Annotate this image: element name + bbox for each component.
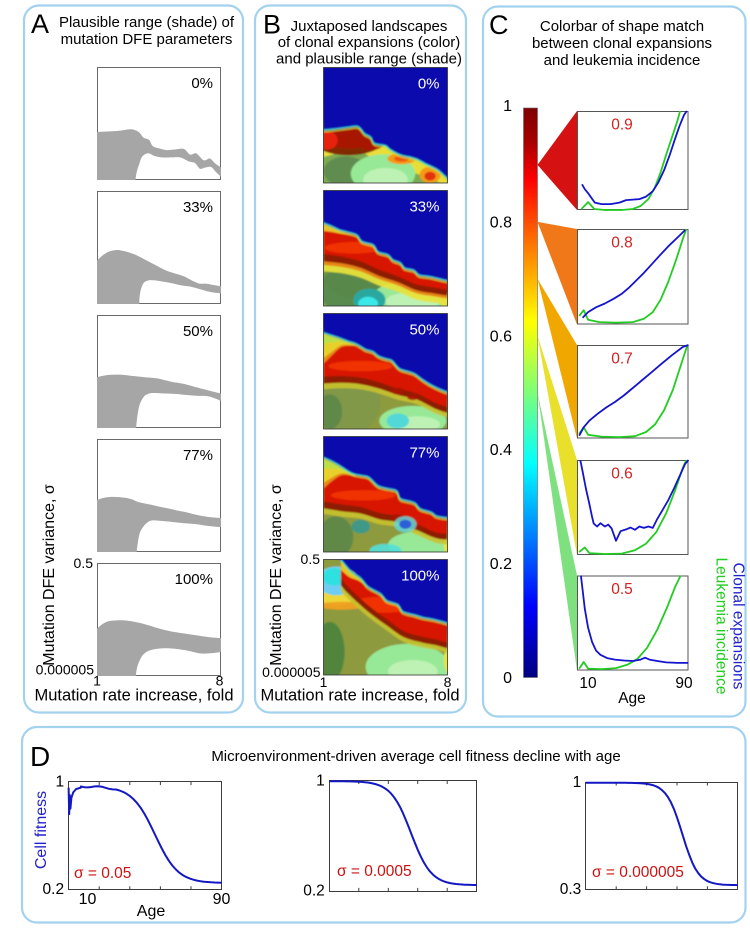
svg-text:σ = 0.0005: σ = 0.0005 [337, 863, 412, 880]
svg-text:90: 90 [213, 891, 231, 908]
svg-text:1: 1 [93, 673, 101, 689]
svg-text:0.6: 0.6 [611, 466, 633, 483]
svg-text:Mutation rate increase, fold: Mutation rate increase, fold [260, 687, 459, 705]
svg-text:and plausible range (shade): and plausible range (shade) [276, 50, 462, 67]
svg-text:Mutation DFE variance, σ: Mutation DFE variance, σ [41, 484, 58, 666]
svg-text:0.5: 0.5 [611, 581, 633, 598]
svg-text:0: 0 [503, 670, 512, 687]
svg-text:50%: 50% [183, 323, 213, 340]
svg-text:1: 1 [316, 773, 325, 790]
svg-text:8: 8 [216, 673, 224, 689]
svg-text:0.000005: 0.000005 [36, 662, 95, 678]
svg-text:1: 1 [573, 774, 582, 791]
svg-text:Juxtaposed landscapes: Juxtaposed landscapes [291, 18, 448, 35]
svg-text:77%: 77% [183, 447, 213, 464]
svg-text:90: 90 [675, 675, 693, 692]
svg-text:33%: 33% [409, 199, 439, 216]
svg-text:0.6: 0.6 [490, 328, 512, 345]
svg-text:0.5: 0.5 [74, 555, 94, 571]
svg-text:8: 8 [444, 674, 452, 690]
svg-text:σ = 0.05: σ = 0.05 [74, 865, 131, 882]
svg-text:0%: 0% [191, 75, 213, 92]
svg-text:0.7: 0.7 [611, 351, 633, 368]
svg-text:Leukemia incidence: Leukemia incidence [713, 557, 730, 694]
svg-text:10: 10 [79, 891, 97, 908]
svg-text:B: B [263, 10, 281, 40]
svg-text:1: 1 [503, 98, 512, 115]
svg-text:1: 1 [320, 674, 328, 690]
svg-text:0.2: 0.2 [490, 556, 512, 573]
svg-text:and leukemia incidence: and leukemia incidence [544, 52, 701, 69]
svg-text:77%: 77% [409, 445, 439, 462]
svg-text:Clonal expansions: Clonal expansions [730, 563, 747, 690]
svg-text:100%: 100% [401, 568, 439, 585]
svg-text:0.5: 0.5 [301, 551, 321, 567]
svg-text:Age: Age [137, 903, 166, 920]
svg-text:D: D [30, 741, 50, 772]
svg-text:0.000005: 0.000005 [262, 664, 321, 680]
svg-text:σ = 0.000005: σ = 0.000005 [592, 864, 684, 881]
svg-text:0.2: 0.2 [303, 882, 325, 899]
svg-text:Plausible range (shade) of: Plausible range (shade) of [59, 14, 235, 31]
svg-text:Microenvironment-driven averag: Microenvironment-driven average cell fit… [211, 748, 620, 765]
svg-text:A: A [31, 9, 49, 39]
svg-text:C: C [489, 10, 509, 40]
svg-text:0.9: 0.9 [611, 117, 633, 134]
svg-text:mutation DFE parameters: mutation DFE parameters [61, 31, 233, 48]
svg-text:Age: Age [618, 690, 646, 707]
svg-text:0.3: 0.3 [560, 881, 582, 898]
svg-text:0.8: 0.8 [490, 214, 512, 231]
svg-text:0.8: 0.8 [611, 235, 633, 252]
svg-text:between clonal expansions: between clonal expansions [532, 35, 712, 52]
svg-text:Mutation DFE variance, σ: Mutation DFE variance, σ [268, 484, 285, 666]
svg-text:0.2: 0.2 [43, 881, 65, 898]
svg-text:of clonal expansions (color): of clonal expansions (color) [278, 34, 461, 51]
svg-text:10: 10 [579, 675, 597, 692]
svg-text:0.4: 0.4 [490, 442, 512, 459]
svg-text:33%: 33% [183, 199, 213, 216]
svg-text:1: 1 [55, 774, 64, 791]
svg-text:Mutation rate increase, fold: Mutation rate increase, fold [34, 687, 233, 705]
svg-text:Colorbar of shape match: Colorbar of shape match [540, 18, 704, 35]
svg-text:0%: 0% [418, 76, 440, 93]
svg-text:Cell fitness: Cell fitness [33, 791, 50, 869]
svg-text:100%: 100% [175, 571, 213, 588]
svg-text:50%: 50% [409, 322, 439, 339]
